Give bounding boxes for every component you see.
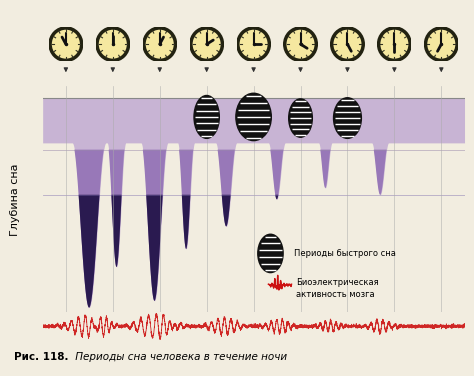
Ellipse shape [194, 96, 219, 138]
Text: Периоды сна человека в течение ночи: Периоды сна человека в течение ночи [72, 352, 287, 362]
Ellipse shape [191, 28, 222, 61]
Ellipse shape [144, 28, 175, 61]
Ellipse shape [334, 98, 361, 138]
Ellipse shape [258, 234, 283, 273]
Ellipse shape [379, 28, 410, 61]
Ellipse shape [426, 28, 457, 61]
Ellipse shape [238, 28, 269, 61]
Text: Глубина сна: Глубина сна [10, 163, 20, 235]
Ellipse shape [285, 28, 316, 61]
Ellipse shape [97, 28, 128, 61]
Text: Биоэлектрическая: Биоэлектрическая [296, 278, 378, 287]
Ellipse shape [289, 99, 312, 137]
Ellipse shape [236, 93, 271, 141]
Ellipse shape [50, 28, 82, 61]
Ellipse shape [332, 28, 363, 61]
Text: Рис. 118.: Рис. 118. [14, 352, 69, 362]
Text: активность мозга: активность мозга [296, 290, 374, 299]
Text: Периоды быстрого сна: Периоды быстрого сна [294, 249, 395, 258]
